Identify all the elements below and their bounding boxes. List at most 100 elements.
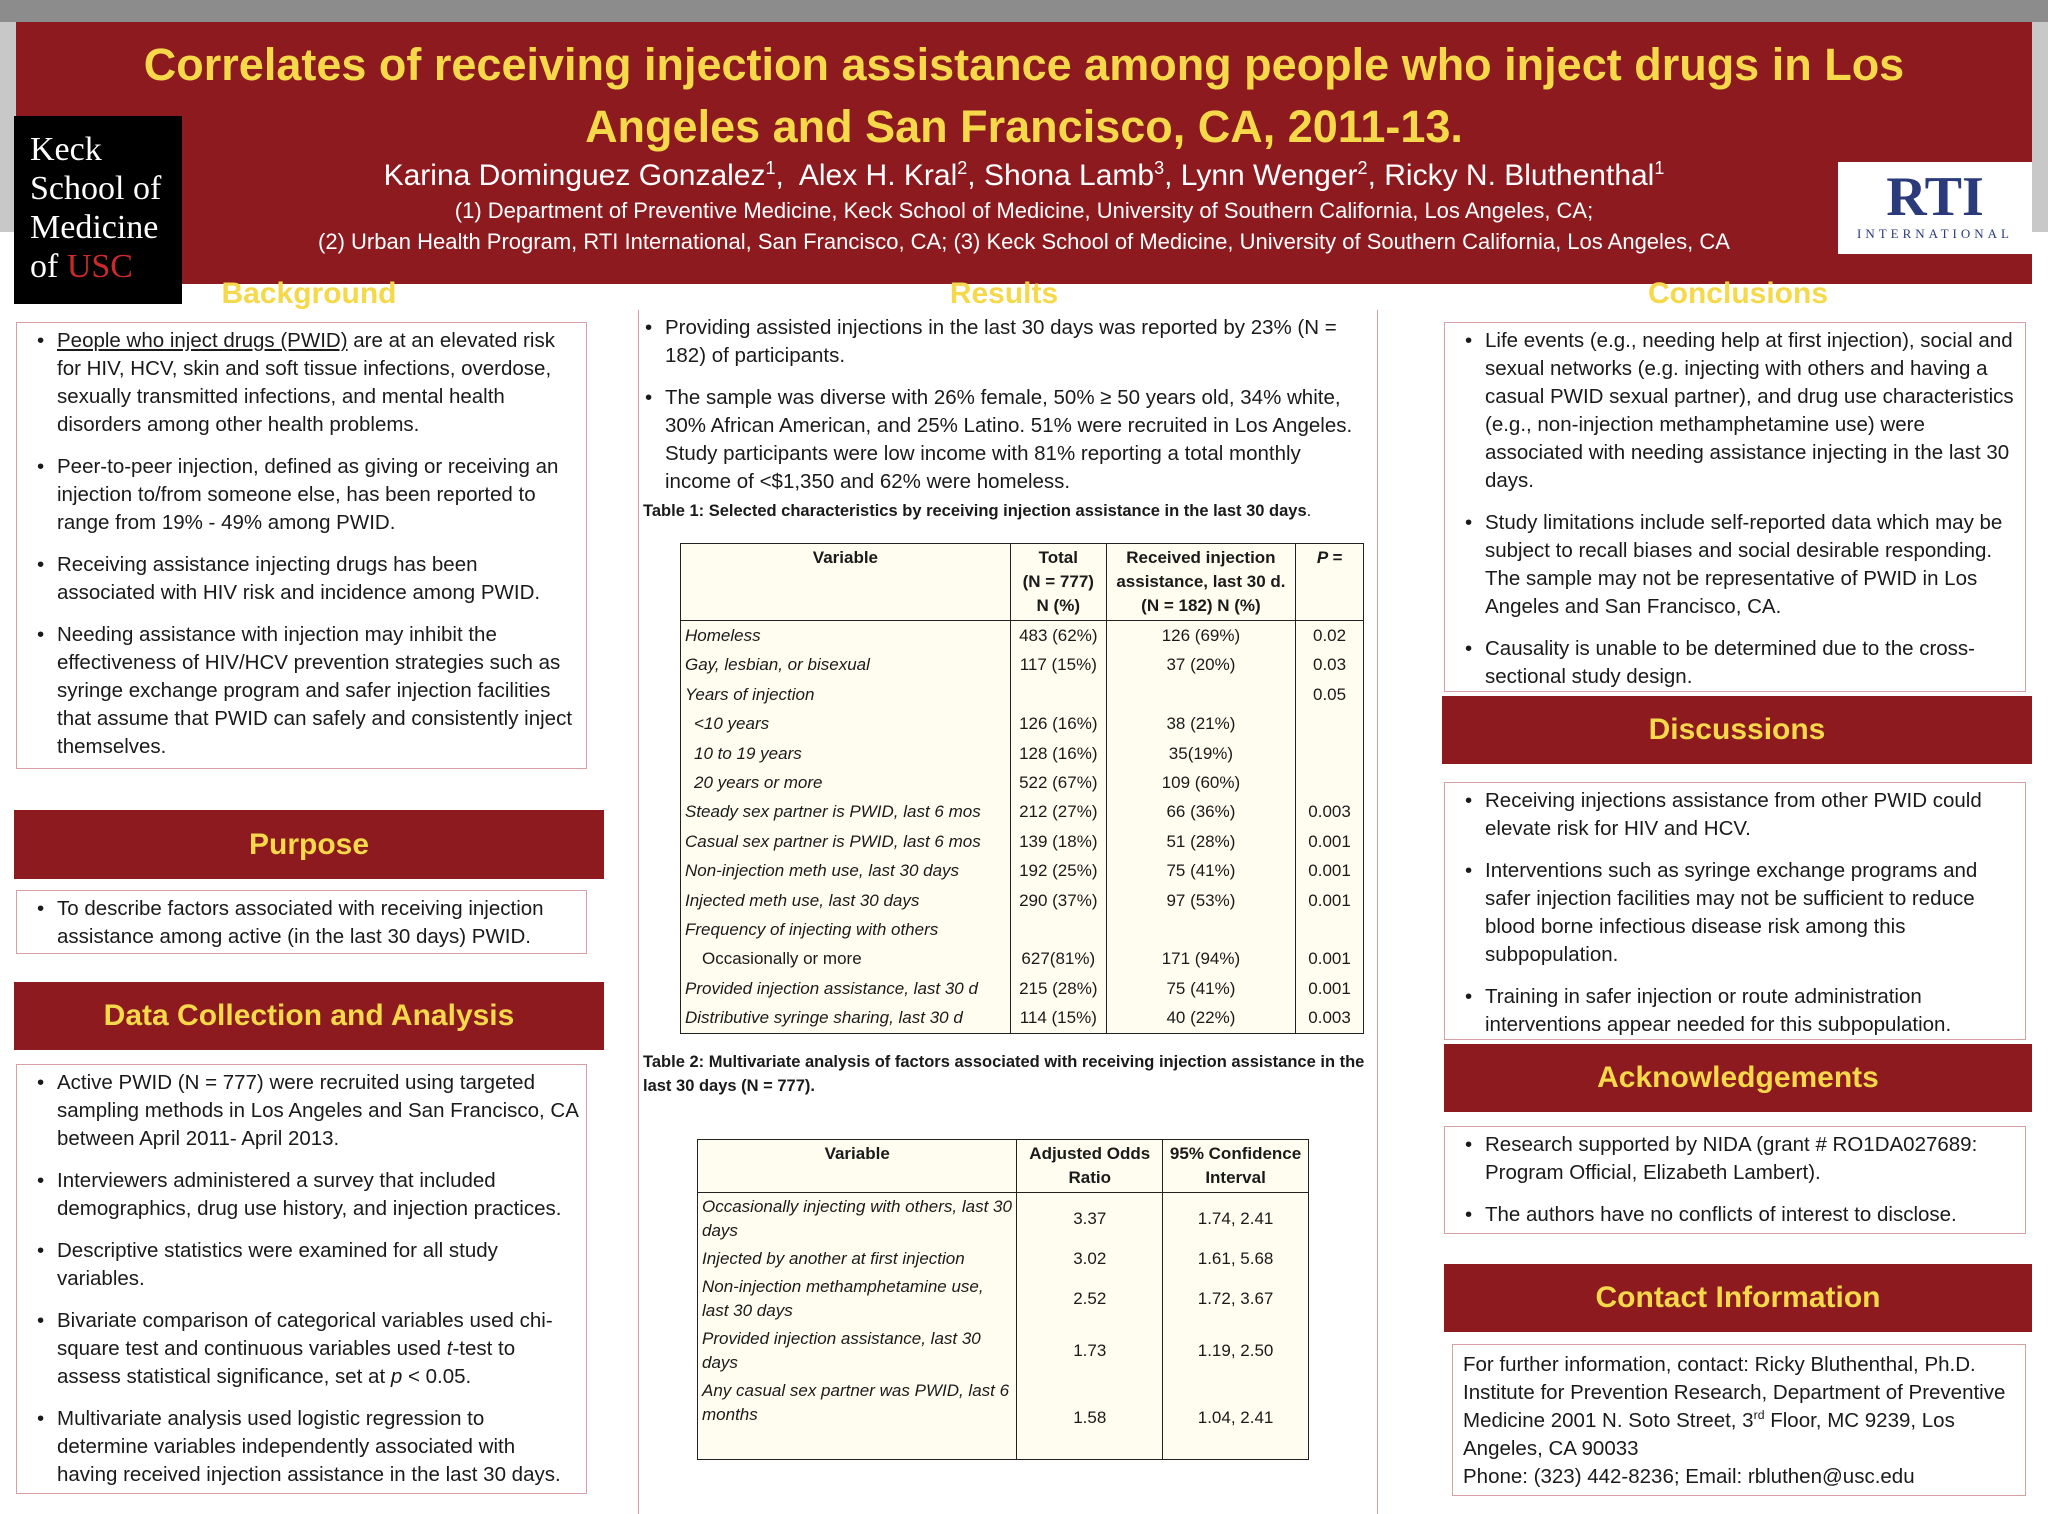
table1-header-variable: Variable xyxy=(680,543,1011,621)
table1-cell-p: 0.02 xyxy=(1295,620,1364,651)
keck-logo-line: School of xyxy=(30,170,162,207)
data-collection-bullet: Bivariate comparison of categorical vari… xyxy=(31,1307,578,1391)
table1-row: Steady sex partner is PWID, last 6 mos 21… xyxy=(680,797,1364,827)
header-line: N (%) xyxy=(1036,596,1080,615)
table1-cell-variable: Gay, lesbian, or bisexual xyxy=(680,650,1011,680)
table1-cell-received xyxy=(1105,915,1297,945)
discussions-bullet: Receiving injections assistance from oth… xyxy=(1459,787,2017,843)
poster-title: Correlates of receiving injection assist… xyxy=(143,39,1905,152)
table1-cell-variable: Steady sex partner is PWID, last 6 mos xyxy=(680,797,1011,827)
table1-row: 10 to 19 years 128 (16%) 35(19%) xyxy=(680,738,1364,769)
author-affiliation-mark: 2 xyxy=(1357,158,1368,178)
table1-row: Frequency of injecting with others xyxy=(680,915,1364,945)
table1-row: 20 years or more 522 (67%) 109 (60%) xyxy=(680,768,1364,798)
background-bullet-text: are at an elevated risk for HIV, HCV, sk… xyxy=(57,329,555,436)
conclusions-bullet: Study limitations include self-reported … xyxy=(1459,509,2017,621)
table1-cell-variable: Years of injection xyxy=(680,679,1011,710)
acknowledgements-heading: Acknowledgements xyxy=(1444,1044,2032,1112)
table2-caption: Table 2: Multivariate analysis of factor… xyxy=(643,1053,1365,1095)
purpose-heading: Purpose xyxy=(14,810,604,879)
table2-cell-aor: 2.52 xyxy=(1016,1273,1164,1325)
bullet-text-part: Bivariate comparison of categorical vari… xyxy=(57,1309,553,1360)
table2-row: Any casual sex partner was PWID, last 6 … xyxy=(696,1377,1309,1460)
p-value-symbol: p xyxy=(390,1365,403,1388)
data-collection-section: Active PWID (N = 777) were recruited usi… xyxy=(16,1064,587,1494)
conclusions-bullet: Life events (e.g., needing help at first… xyxy=(1459,327,2017,495)
acknowledgements-bullet: Research supported by NIDA (grant # RO1D… xyxy=(1459,1131,2017,1187)
table2-row: Non-injection methamphetamine use, last … xyxy=(696,1273,1309,1325)
table1-header-p: P = xyxy=(1295,543,1364,621)
author-separator: , xyxy=(775,159,799,192)
table1-cell-received: 37 (20%) xyxy=(1105,650,1297,680)
table1-row: Years of injection 0.05 xyxy=(680,679,1364,710)
header-line: (N = 777) xyxy=(1022,572,1094,591)
table1-cell-received: 66 (36%) xyxy=(1105,797,1297,827)
contact-phone-email: Phone: (323) 442-8236; Email: rbluthen@u… xyxy=(1463,1465,1915,1488)
table1-row: Gay, lesbian, or bisexual 117 (15%) 37 (20… xyxy=(680,650,1364,680)
table1-cell-p: 0.001 xyxy=(1295,885,1364,916)
table1-caption-period: . xyxy=(1306,502,1312,520)
usc-wordmark: USC xyxy=(66,248,133,285)
acknowledgements-bullet: The authors have no conflicts of interes… xyxy=(1459,1201,2017,1229)
rti-international-logo: RTI INTERNATIONAL xyxy=(1838,162,2032,254)
author-separator: , xyxy=(1367,159,1385,192)
table1-cell-total: 522 (67%) xyxy=(1009,768,1107,798)
data-collection-heading: Data Collection and Analysis xyxy=(14,982,604,1050)
table1-cell-received: 75 (41%) xyxy=(1105,856,1297,886)
table1-cell-total: 627(81%) xyxy=(1009,944,1107,974)
table2-header-ci: 95% Confidence Interval xyxy=(1162,1139,1309,1193)
table1-cell-variable: Non-injection meth use, last 30 days xyxy=(680,856,1011,886)
keck-logo-line: of USC xyxy=(30,247,182,286)
header-line: Received injection xyxy=(1126,548,1276,567)
table1-row: <10 years 126 (16%) 38 (21%) xyxy=(680,709,1364,739)
table2-cell-aor: 3.02 xyxy=(1016,1245,1164,1273)
table1-cell-variable: Frequency of injecting with others xyxy=(680,915,1011,945)
table1-cell-p: 0.05 xyxy=(1295,679,1364,710)
table1-cell-received: 38 (21%) xyxy=(1105,709,1297,739)
table1-caption: Table 1: Selected characteristics by rec… xyxy=(643,499,1383,523)
table2-cell-variable: Any casual sex partner was PWID, last 6 … xyxy=(696,1377,1018,1460)
table1-cell-p: 0.003 xyxy=(1295,1003,1364,1034)
keck-logo-line: Keck xyxy=(30,131,102,168)
table1-caption-text: Table 1: Selected characteristics by rec… xyxy=(643,502,1307,520)
rti-logo-subtext: INTERNATIONAL xyxy=(1857,226,2013,241)
author-separator: , xyxy=(967,159,984,192)
table1-cell-p: 0.001 xyxy=(1295,973,1364,1004)
table1-cell-p xyxy=(1295,768,1364,798)
header-line: Total xyxy=(1038,548,1078,567)
author: Shona Lamb xyxy=(983,159,1155,192)
table1-row: Provided injection assistance, last 30 d… xyxy=(680,973,1364,1004)
keck-logo-of: of xyxy=(30,248,67,285)
table1-cell-total: 290 (37%) xyxy=(1009,885,1107,916)
bullet-text-part: -test to assess statistical significance… xyxy=(57,1337,516,1388)
table1-cell-variable: <10 years xyxy=(680,709,1011,739)
data-collection-bullet: Interviewers administered a survey that … xyxy=(31,1167,578,1223)
table2-header-aor: Adjusted Odds Ratio xyxy=(1016,1139,1164,1193)
rti-logo-text: RTI xyxy=(1886,166,1984,228)
author-affiliation-mark: 1 xyxy=(765,158,776,178)
table1-cell-variable: Provided injection assistance, last 30 d xyxy=(680,973,1011,1004)
table2-cell-ci: 1.19, 2.50 xyxy=(1162,1325,1309,1377)
background-heading: Background xyxy=(221,277,397,310)
table1-row: Casual sex partner is PWID, last 6 mos 13… xyxy=(680,826,1364,857)
table1-cell-received: 75 (41%) xyxy=(1105,973,1297,1004)
data-collection-bullet: Multivariate analysis used logistic regr… xyxy=(31,1405,578,1489)
results-bullet: Providing assisted injections in the las… xyxy=(639,314,1369,370)
purpose-section: To describe factors associated with rece… xyxy=(16,890,587,954)
table1-cell-total: 114 (15%) xyxy=(1009,1003,1107,1034)
background-bullet: Peer-to-peer injection, defined as givin… xyxy=(31,453,578,537)
table1-cell-total: 128 (16%) xyxy=(1009,738,1107,769)
acknowledgements-section: Research supported by NIDA (grant # RO1D… xyxy=(1444,1126,2026,1234)
background-bullet: Receiving assistance injecting drugs has… xyxy=(31,551,578,607)
table1-header-total: Total (N = 777) N (%) xyxy=(1009,543,1107,621)
author: Ricky N. Bluthenthal xyxy=(1384,159,1655,192)
table1-cell-variable: Homeless xyxy=(680,620,1011,651)
background-bullet: Needing assistance with injection may in… xyxy=(31,621,578,761)
table2-row: Provided injection assistance, last 30 d… xyxy=(696,1325,1309,1377)
table2-cell-variable: Provided injection assistance, last 30 d… xyxy=(696,1325,1018,1377)
table2-header-variable: Variable xyxy=(696,1139,1018,1193)
table2-cell-ci: 1.04, 2.41 xyxy=(1162,1377,1309,1460)
table1-cell-total: 483 (62%) xyxy=(1009,620,1107,651)
table1-cell-total: 215 (28%) xyxy=(1009,973,1107,1004)
